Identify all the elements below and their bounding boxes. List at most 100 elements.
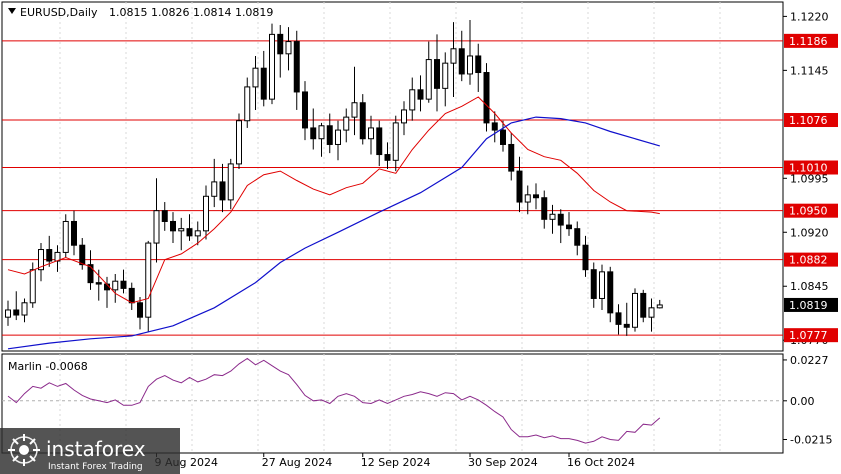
date-tick-label: 30 Sep 2024 — [468, 456, 538, 469]
candle — [326, 113, 333, 154]
candle — [458, 30, 465, 82]
candle — [211, 158, 218, 208]
candle — [599, 264, 605, 310]
candle — [62, 214, 69, 258]
candle — [120, 269, 127, 294]
level-labels: 1.1186 1.1076 1.1010 1.0950 1.0882 1.0777 1.08… — [784, 33, 838, 343]
candle — [409, 77, 416, 121]
symbol-title: EURUSD,Daily 1.0815 1.0826 1.0814 1.0819 — [20, 6, 273, 19]
candle — [71, 210, 77, 256]
candle — [112, 274, 119, 303]
candle — [557, 209, 564, 244]
level-label: 1.0882 — [789, 254, 828, 267]
candle — [582, 235, 589, 277]
candle — [549, 204, 556, 234]
level-label: 1.0950 — [789, 205, 828, 218]
time-axis: 9 Aug 2024 27 Aug 2024 12 Sep 2024 30 Sep 2… — [155, 453, 635, 469]
candle — [252, 55, 259, 110]
indicator-tick-label: -0.0215 — [790, 434, 832, 447]
date-tick-label: 27 Aug 2024 — [262, 456, 332, 469]
candle — [351, 66, 358, 136]
candle — [401, 101, 407, 136]
level-label: 1.1010 — [789, 162, 828, 175]
candle — [467, 19, 473, 85]
level-label: 1.1186 — [789, 35, 828, 48]
candles — [5, 19, 663, 336]
price-tick-label: 1.0920 — [790, 226, 829, 239]
candle — [244, 77, 251, 128]
last-price-label: 1.0819 — [789, 299, 828, 312]
level-label: 1.1076 — [789, 114, 828, 127]
candle — [343, 108, 350, 143]
price-grid — [59, 2, 721, 351]
logo-brand: instaforex — [46, 437, 146, 461]
candle — [640, 289, 647, 323]
candle — [623, 302, 630, 336]
candle — [145, 240, 152, 332]
candle — [38, 243, 44, 282]
level-tag — [784, 160, 838, 175]
candle — [450, 22, 457, 97]
candle — [656, 299, 663, 309]
candle — [648, 298, 655, 332]
candle — [574, 221, 581, 256]
ohlc-readout: 1.0815 1.0826 1.0814 1.0819 — [109, 6, 273, 19]
candle — [21, 298, 28, 323]
candle — [475, 43, 482, 92]
candle — [491, 111, 498, 143]
candle — [302, 81, 308, 141]
candle — [293, 30, 300, 110]
candle — [425, 41, 432, 103]
candle — [318, 122, 325, 157]
candle — [277, 25, 284, 78]
candle — [219, 163, 226, 213]
level-tag — [784, 203, 838, 218]
price-tick-label: 1.0845 — [790, 280, 829, 293]
candle — [170, 212, 176, 244]
candle — [508, 132, 515, 181]
candle — [260, 50, 267, 107]
indicator-axis: 0.0227 0.00 -0.0215 — [783, 354, 832, 447]
symbol-dropdown-icon[interactable] — [8, 8, 16, 14]
candle — [335, 120, 341, 161]
candle — [632, 288, 638, 332]
candle — [524, 185, 531, 215]
candle — [442, 52, 449, 107]
indicator-tick-label: 0.00 — [790, 395, 815, 408]
candle — [227, 158, 234, 210]
logo-tagline: Instant Forex Trading — [48, 462, 143, 472]
moving-average-blue — [7, 116, 660, 350]
level-tag — [784, 252, 838, 267]
candle — [533, 183, 539, 210]
support-resistance-levels — [2, 40, 783, 336]
candle — [203, 185, 209, 240]
candle — [95, 269, 102, 301]
candle — [269, 23, 275, 105]
level-tag — [784, 328, 838, 343]
candle — [236, 113, 242, 169]
moving-average-red — [7, 96, 660, 304]
price-tick-label: 1.1145 — [790, 64, 829, 77]
candle — [13, 291, 20, 321]
indicator-tick-label: 0.0227 — [790, 354, 829, 367]
candle — [384, 142, 391, 169]
indicator-grid — [59, 354, 721, 453]
candle — [434, 34, 440, 112]
candle — [46, 235, 53, 267]
candle — [79, 238, 86, 270]
candle — [87, 250, 94, 290]
candle — [161, 202, 168, 231]
candle — [566, 212, 572, 236]
level-tag — [784, 113, 838, 128]
candle — [5, 300, 11, 326]
level-label: 1.0777 — [789, 329, 828, 342]
candle — [541, 190, 548, 229]
level-tag — [784, 33, 838, 48]
instaforex-logo: instaforex Instant Forex Trading — [0, 428, 180, 474]
candle — [368, 115, 374, 155]
last-price-tag — [784, 297, 838, 312]
logo-burst-icon — [8, 434, 40, 466]
price-tick-label: 1.0995 — [790, 172, 829, 185]
price-panel — [1, 1, 784, 352]
candle — [376, 120, 383, 167]
